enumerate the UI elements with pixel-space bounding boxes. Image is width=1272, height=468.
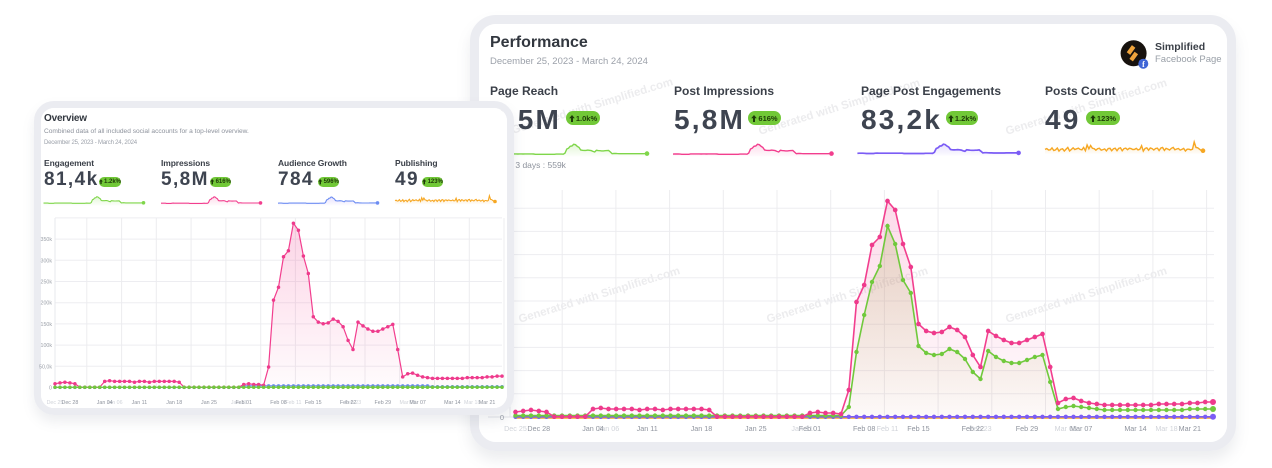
svg-text:Feb 22: Feb 22 [962,424,984,433]
svg-text:Jan 04: Jan 04 [97,400,113,406]
svg-text:Jan 06: Jan 06 [107,400,123,406]
svg-text:Feb 23: Feb 23 [345,400,362,406]
svg-text:100k: 100k [41,343,53,349]
svg-text:0: 0 [49,386,52,392]
svg-text:Feb 11: Feb 11 [877,424,899,433]
svg-text:Jan 25: Jan 25 [201,400,217,406]
svg-text:Jan 31: Jan 31 [791,424,813,433]
svg-text:250k: 250k [41,280,53,286]
svg-text:Dec 25: Dec 25 [47,400,64,406]
svg-text:Feb 29: Feb 29 [1016,424,1038,433]
svg-text:Feb 15: Feb 15 [907,424,929,433]
svg-text:50,0k: 50,0k [39,364,52,370]
svg-text:Feb 08: Feb 08 [270,400,287,406]
svg-text:Dec 28: Dec 28 [527,424,550,433]
svg-text:Feb 01: Feb 01 [799,424,821,433]
svg-text:Mar 14: Mar 14 [444,400,461,406]
svg-text:Feb 11: Feb 11 [285,400,301,406]
svg-text:Feb 22: Feb 22 [340,400,357,406]
svg-text:Jan 25: Jan 25 [745,424,767,433]
svg-text:Dec 28: Dec 28 [62,400,79,406]
svg-text:Jan 31: Jan 31 [231,400,247,406]
svg-text:150k: 150k [41,322,53,328]
svg-text:Dec 25: Dec 25 [504,424,527,433]
svg-text:350k: 350k [41,237,53,243]
svg-text:Jan 11: Jan 11 [132,400,148,406]
svg-text:f: f [1142,60,1145,69]
svg-text:Mar 07: Mar 07 [1070,424,1092,433]
svg-text:Mar 18: Mar 18 [464,400,481,406]
svg-text:Feb 08: Feb 08 [853,424,875,433]
svg-text:Mar 07: Mar 07 [409,400,426,406]
svg-text:Jan 04: Jan 04 [582,424,604,433]
svg-text:Feb 23: Feb 23 [969,424,991,433]
svg-text:Jan 06: Jan 06 [598,424,620,433]
svg-text:Mar 21: Mar 21 [1179,424,1201,433]
svg-text:Mar 05: Mar 05 [1055,424,1077,433]
svg-text:Jan 18: Jan 18 [166,400,182,406]
svg-text:Mar 21: Mar 21 [479,400,496,406]
svg-text:0: 0 [500,413,504,422]
svg-text:Feb 01: Feb 01 [235,400,252,406]
svg-text:300k: 300k [41,258,53,264]
svg-text:Feb 15: Feb 15 [305,400,322,406]
svg-text:Mar 05: Mar 05 [399,400,416,406]
svg-text:Jan 18: Jan 18 [691,424,713,433]
svg-text:Jan 11: Jan 11 [637,424,658,433]
svg-text:Mar 14: Mar 14 [1124,424,1146,433]
svg-text:Feb 29: Feb 29 [375,400,392,406]
svg-text:Mar 18: Mar 18 [1155,424,1177,433]
svg-text:200k: 200k [41,301,53,307]
